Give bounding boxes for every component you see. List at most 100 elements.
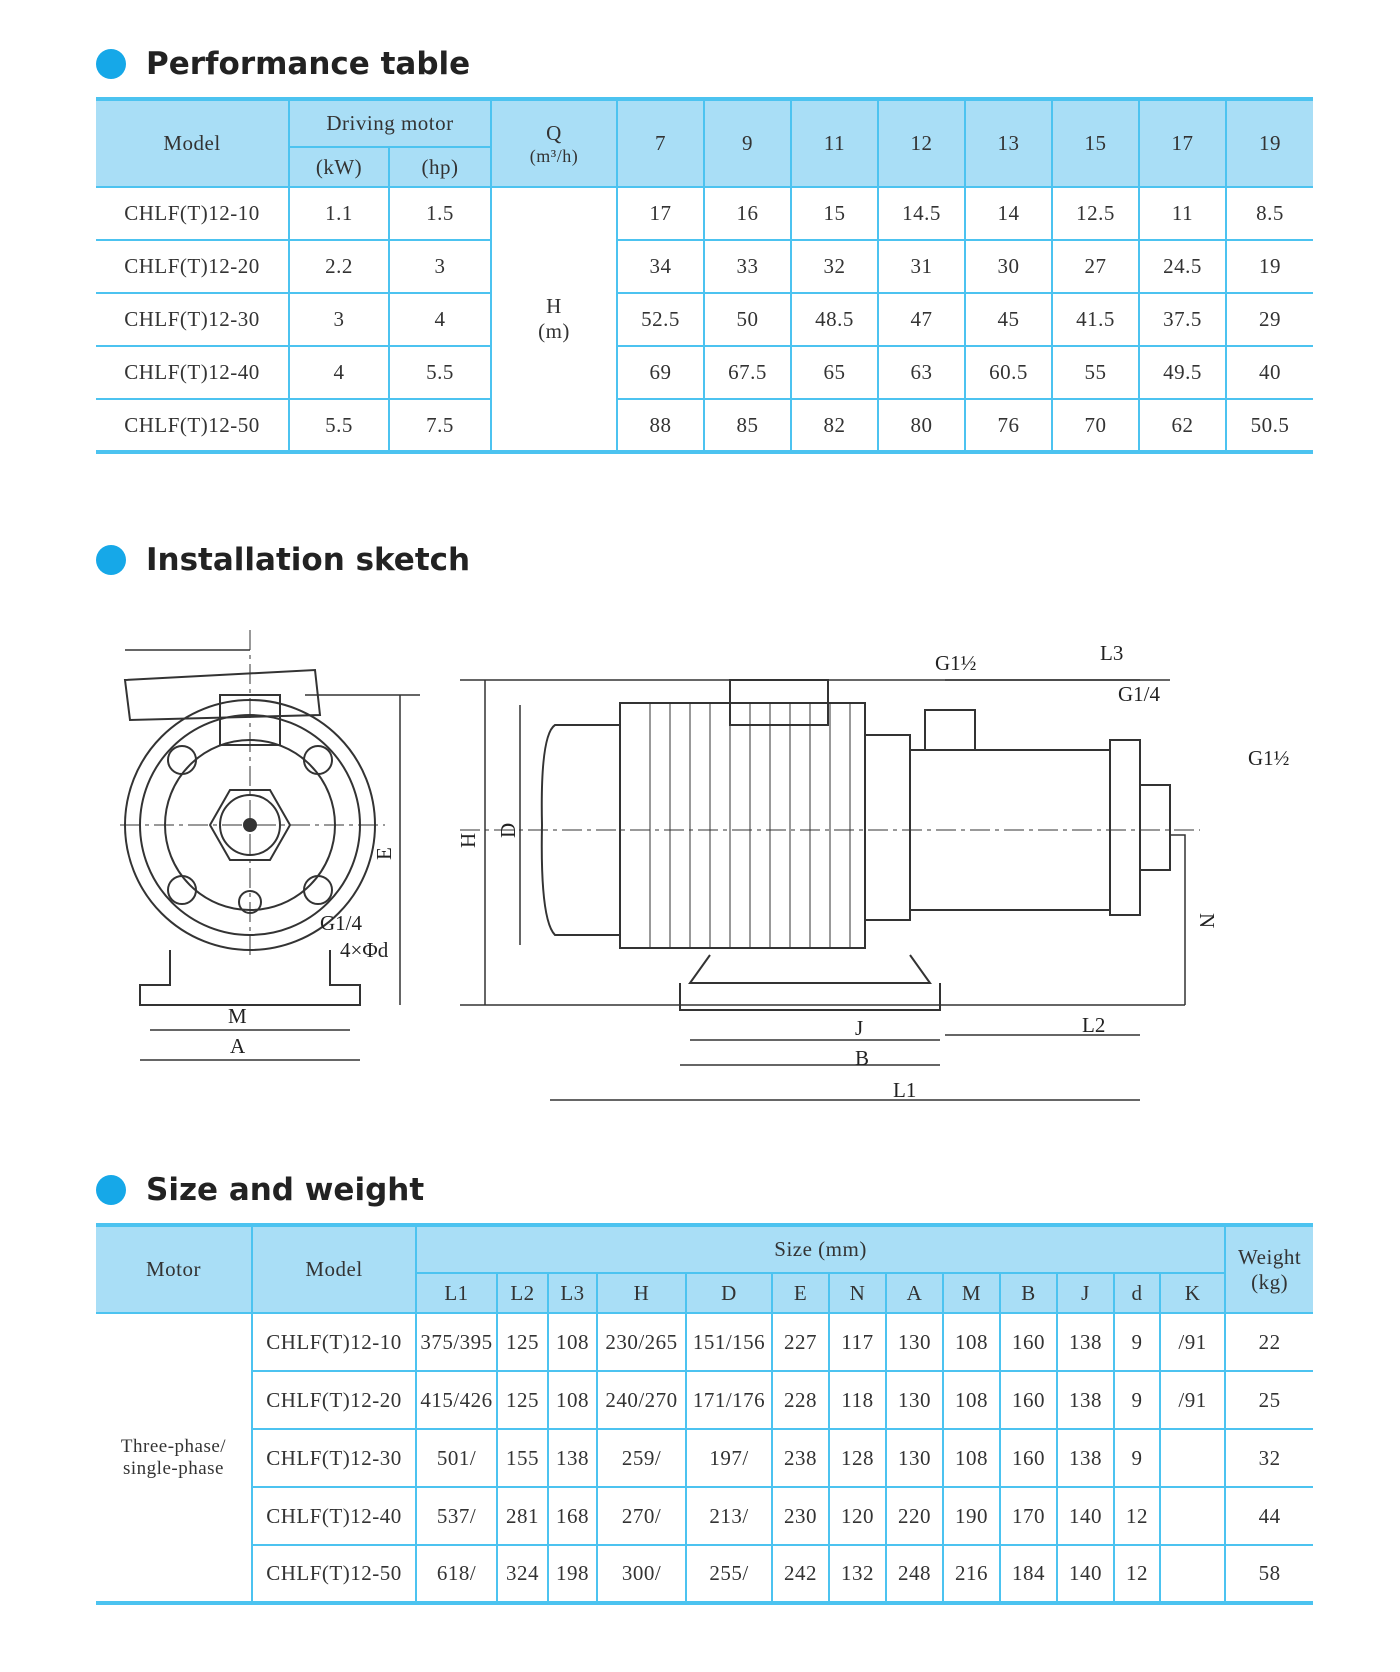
cell-head: 24.5: [1138, 239, 1227, 294]
cell-N: 120: [828, 1486, 887, 1546]
cell-head: 33: [703, 239, 792, 294]
cell-model: CHLF(T)12-10: [96, 186, 290, 241]
cell-head: 88: [616, 398, 705, 453]
header-col-L2: L2: [496, 1272, 549, 1314]
header-col-d: d: [1113, 1272, 1161, 1314]
cell-head: 69: [616, 345, 705, 400]
cell-A: 130: [885, 1428, 944, 1488]
cell-head: 47: [877, 292, 966, 347]
cell-head: 34: [616, 239, 705, 294]
cell-J: 138: [1056, 1370, 1115, 1430]
cell-head: 14.5: [877, 186, 966, 241]
header-flow: 11: [790, 98, 879, 188]
label-g14-right: G1/4: [1118, 682, 1161, 706]
cell-H: 270/: [596, 1486, 687, 1546]
cell-J: 138: [1056, 1312, 1115, 1372]
cell-A: 130: [885, 1312, 944, 1372]
cell-kw: 3: [288, 292, 390, 347]
header-col-H: H: [596, 1272, 687, 1314]
cell-head: 65: [790, 345, 879, 400]
header-size: Size (mm): [414, 1224, 1227, 1274]
cell-H: 230/265: [596, 1312, 687, 1372]
cell-head: 67.5: [703, 345, 792, 400]
cell-M: 108: [942, 1370, 1001, 1430]
cell-H: 300/: [596, 1544, 687, 1604]
weight-label: Weight: [1238, 1244, 1302, 1269]
installation-sketch: K E G1/4 4×Φd M A H D G1½ L3 G1/4 G1½ N …: [120, 625, 1289, 1102]
table-row: CHLF(T)12-20 415/426 125 108 240/270 171/176 2…: [96, 1370, 1314, 1430]
cell-A: 130: [885, 1370, 944, 1430]
cell-L1: 537/: [415, 1486, 498, 1546]
cell-B: 170: [999, 1486, 1058, 1546]
label-e: E: [372, 847, 396, 860]
cell-head: 85: [703, 398, 792, 453]
cell-head: 50.5: [1225, 398, 1313, 453]
cell-B: 160: [999, 1428, 1058, 1488]
table-row: CHLF(T)12-20 2.2 3 34 33 32 31 30 27 24.5 19: [96, 239, 1313, 294]
header-q: Q (m³/h): [490, 98, 618, 188]
cell-head: 40: [1225, 345, 1313, 400]
cell-model: CHLF(T)12-40: [252, 1486, 417, 1546]
cell-head: 76: [964, 398, 1053, 453]
cell-weight: 44: [1224, 1486, 1314, 1546]
header-flow: 17: [1138, 98, 1227, 188]
cell-M: 108: [942, 1312, 1001, 1372]
table-row: Three-phase/ single-phase CHLF(T)12-10 375…: [96, 1312, 1314, 1604]
table-row: CHLF(T)12-30 3 4 52.5 50 48.5 47 45 41.5 37.5 29: [96, 292, 1313, 347]
h-unit: (m): [538, 319, 570, 343]
cell-d: 9: [1113, 1312, 1161, 1372]
cell-A: 248: [885, 1544, 944, 1604]
section-title-size: Size and weight: [96, 1172, 424, 1208]
h-label: H: [546, 294, 562, 318]
cell-L1: 415/426: [415, 1370, 498, 1430]
cell-head: 52.5: [616, 292, 705, 347]
bullet-icon: [96, 545, 126, 575]
cell-model: CHLF(T)12-50: [252, 1544, 417, 1604]
cell-A: 220: [885, 1486, 944, 1546]
cell-M: 216: [942, 1544, 1001, 1604]
header-col-D: D: [685, 1272, 773, 1314]
cell-N: 117: [828, 1312, 887, 1372]
side-view: [460, 679, 1200, 1101]
bullet-icon: [96, 49, 126, 79]
header-model: Model: [96, 98, 290, 188]
cell-J: 140: [1056, 1544, 1115, 1604]
header-col-N: N: [828, 1272, 887, 1314]
cell-head: 63: [877, 345, 966, 400]
label-b: B: [855, 1046, 869, 1070]
cell-d: 12: [1113, 1544, 1161, 1604]
cell-hp: 7.5: [388, 398, 492, 453]
cell-L3: 168: [547, 1486, 598, 1546]
cell-head: 41.5: [1051, 292, 1140, 347]
header-col-E: E: [771, 1272, 830, 1314]
label-k: K: [168, 625, 183, 628]
header-kw: (kW): [289, 146, 390, 188]
end-view: [120, 630, 420, 1061]
cell-head: 48.5: [790, 292, 879, 347]
cell-K: [1158, 1486, 1227, 1546]
cell-K: /91: [1158, 1370, 1227, 1430]
cell-head: 29: [1225, 292, 1313, 347]
cell-model: CHLF(T)12-10: [251, 1312, 417, 1372]
cell-K: [1158, 1544, 1227, 1604]
cell-kw: 4: [288, 345, 390, 400]
label-m: M: [228, 1004, 247, 1028]
label-l1: L1: [893, 1078, 916, 1102]
cell-E: 238: [771, 1428, 830, 1488]
header-flow: 19: [1225, 98, 1313, 188]
cell-E: 228: [771, 1370, 830, 1430]
cell-L3: 108: [547, 1312, 598, 1372]
cell-head: 27: [1051, 239, 1140, 294]
table-row: CHLF(T)12-40 4 5.5 69 67.5 65 63 60.5 55 49.5 40: [96, 345, 1313, 400]
cell-head: 17: [616, 186, 705, 241]
cell-model: CHLF(T)12-20: [96, 239, 290, 294]
cell-head: 11: [1138, 186, 1227, 241]
cell-head: 55: [1051, 345, 1140, 400]
cell-L3: 198: [547, 1544, 598, 1604]
cell-model: CHLF(T)12-40: [96, 345, 290, 400]
header-driving-motor: Driving motor: [288, 98, 492, 148]
q-label: Q: [546, 120, 562, 145]
cell-model: CHLF(T)12-30: [96, 292, 290, 347]
cell-d: 9: [1113, 1428, 1161, 1488]
header-col-M: M: [942, 1272, 1001, 1314]
